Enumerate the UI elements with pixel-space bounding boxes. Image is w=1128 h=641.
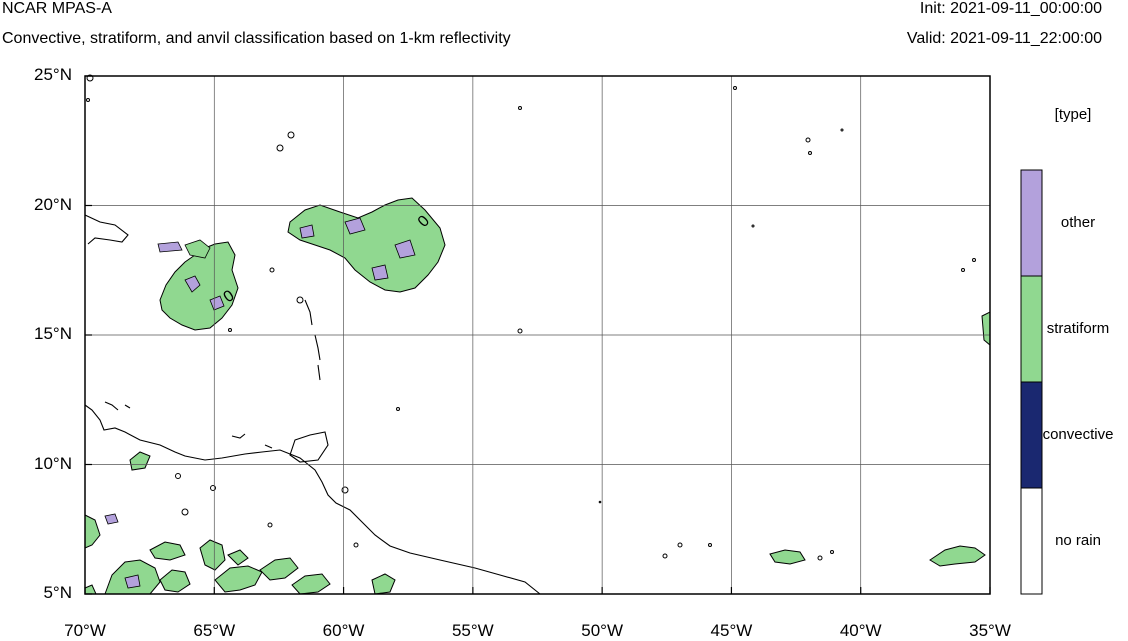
coastline-puerto-rico (84, 214, 129, 245)
colorbar-swatch-no-rain (1020, 487, 1043, 595)
colorbar-label-stratiform: stratiform (1046, 320, 1110, 337)
contour-dot (840, 128, 844, 132)
colorbar-label-other: other (1060, 214, 1096, 231)
contour-dot (598, 500, 602, 504)
colorbar-title: [type] (1054, 106, 1092, 123)
lon-tick-label: 55°W (451, 621, 494, 640)
contour-dot (276, 144, 284, 152)
coastline-small-3 (264, 444, 273, 449)
precip-sw-9 (227, 549, 249, 566)
contour-dot (830, 550, 834, 554)
lon-tick-label: 50°W (581, 621, 624, 640)
precip-other-4 (344, 217, 366, 235)
lon-tick-label: 60°W (322, 621, 365, 640)
precip-sw-12 (371, 573, 396, 595)
precip-other-6 (299, 224, 315, 239)
precip-east-2 (769, 549, 806, 565)
contour-dot (972, 258, 976, 262)
precip-east-1 (929, 545, 986, 567)
map-title: NCAR MPAS-A (2, 0, 112, 17)
precip-sw-13 (129, 451, 151, 471)
contour-dot (210, 485, 216, 491)
contour-dot (287, 131, 295, 139)
coastline-trinidad (289, 431, 329, 463)
coastlines (84, 214, 541, 595)
colorbar (1020, 169, 1043, 595)
contour-dot (518, 106, 522, 110)
precip-other-7 (371, 264, 389, 281)
precip-sw-8 (214, 565, 263, 593)
axis-ticks (84, 75, 991, 595)
coastline-small-2 (231, 433, 246, 439)
contour-dot (817, 555, 823, 561)
contour-dot (296, 296, 304, 304)
contour-dot (517, 328, 523, 334)
contour-dot (751, 224, 755, 228)
precip-sw-5 (149, 541, 186, 561)
scattered-contours (86, 74, 976, 561)
lon-tick-label: 65°W (193, 621, 236, 640)
precip-cluster-65w-18n (184, 239, 211, 259)
contour-dot (396, 407, 400, 411)
contour-dot (662, 553, 668, 559)
lon-tick-label: 45°W (710, 621, 753, 640)
lon-tick-label: 70°W (64, 621, 106, 640)
contour-dot (708, 543, 712, 547)
precip-areas (84, 197, 991, 595)
precip-other-5 (394, 239, 416, 259)
contour-dot (269, 267, 275, 273)
lat-tick-label: 5°N (43, 583, 72, 602)
lon-tick-label: 40°W (839, 621, 882, 640)
init-time: Init: 2021-09-11_00:00:00 (919, 0, 1102, 17)
lon-tick-label: 35°W (969, 621, 1011, 640)
valid-time: Valid: 2021-09-11_22:00:00 (906, 30, 1102, 47)
contour-dot (353, 542, 359, 548)
contour-dot (961, 268, 965, 272)
map-subtitle: Convective, stratiform, and anvil classi… (2, 30, 511, 47)
colorbar-label-no-rain: no rain (1055, 532, 1101, 549)
precip-cluster-58w-19n (287, 197, 446, 293)
contour-dot (86, 98, 90, 102)
contour-dot (808, 151, 812, 155)
contour-dot (267, 522, 273, 528)
precip-other-3 (157, 241, 183, 253)
contour-dot (86, 74, 94, 82)
precip-other-1 (184, 275, 201, 293)
contour-dot (677, 542, 683, 548)
lat-tick-label: 15°N (34, 324, 72, 343)
map-grid (85, 76, 990, 594)
precip-sw-14 (104, 513, 119, 525)
coastline-lesser-antilles (304, 299, 321, 381)
precip-sw-6 (159, 569, 191, 593)
map-plot-area: 0 0 (84, 74, 991, 595)
coastline-small-1 (104, 401, 131, 411)
contour-dot (181, 508, 189, 516)
contour-dot (341, 486, 349, 494)
colorbar-label-convective: convective (1042, 426, 1114, 443)
precip-sw-10 (259, 557, 299, 581)
contour-dot (733, 86, 737, 90)
precip-sw-4 (124, 574, 141, 589)
lat-tick-label: 10°N (34, 453, 72, 473)
lat-tick-label: 20°N (34, 194, 72, 214)
contour-dot (228, 328, 232, 332)
precip-sw-7 (199, 539, 226, 571)
lat-tick-label: 25°N (34, 65, 72, 84)
contour-dot (805, 137, 811, 143)
precip-other-2 (209, 295, 225, 311)
contour-dot (175, 473, 181, 479)
